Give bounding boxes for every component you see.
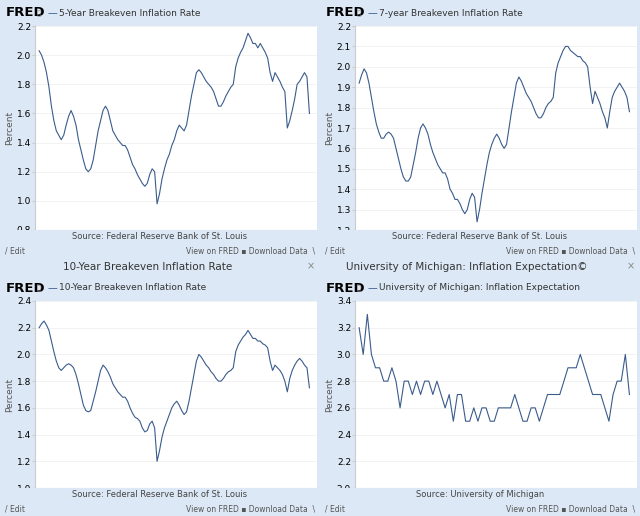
Text: / Edit: / Edit [325,247,345,255]
Text: FRED: FRED [6,7,45,20]
Text: 10-Year Breakeven Inflation Rate: 10-Year Breakeven Inflation Rate [60,283,207,293]
Text: Source: Federal Reserve Bank of St. Louis: Source: Federal Reserve Bank of St. Loui… [392,232,568,241]
Text: View on FRED ▪ Download Data  \: View on FRED ▪ Download Data \ [186,505,315,513]
Text: FRED: FRED [326,7,365,20]
Text: 📈: 📈 [37,10,41,17]
Text: FRED: FRED [6,282,45,295]
Text: View on FRED ▪ Download Data  \: View on FRED ▪ Download Data \ [506,505,636,513]
Text: 📈: 📈 [357,10,361,17]
Y-axis label: Percent: Percent [5,377,14,412]
Text: View on FRED ▪ Download Data  \: View on FRED ▪ Download Data \ [506,247,636,255]
Text: / Edit: / Edit [325,505,345,513]
Y-axis label: Percent: Percent [325,111,334,145]
Y-axis label: Percent: Percent [5,111,14,145]
Y-axis label: Percent: Percent [325,377,334,412]
Text: Source: Federal Reserve Bank of St. Louis: Source: Federal Reserve Bank of St. Loui… [72,490,248,499]
Text: —: — [367,283,377,293]
Text: University of Michigan: Inflation Expectation©: University of Michigan: Inflation Expect… [346,262,588,271]
Text: 5-Year Breakeven Inflation Rate: 5-Year Breakeven Inflation Rate [60,8,201,18]
Text: Source: Federal Reserve Bank of St. Louis: Source: Federal Reserve Bank of St. Loui… [72,232,248,241]
Text: ×: × [627,262,636,271]
Text: View on FRED ▪ Download Data  \: View on FRED ▪ Download Data \ [186,247,315,255]
Text: 📈: 📈 [357,285,361,292]
Text: —: — [47,8,57,18]
Text: 10-Year Breakeven Inflation Rate: 10-Year Breakeven Inflation Rate [63,262,232,271]
Text: University of Michigan: Inflation Expectation: University of Michigan: Inflation Expect… [379,283,580,293]
Text: 7-year Breakeven Inflation Rate: 7-year Breakeven Inflation Rate [379,8,523,18]
Text: FRED: FRED [326,282,365,295]
Text: —: — [47,283,57,293]
Text: 📈: 📈 [37,285,41,292]
Text: / Edit: / Edit [5,247,25,255]
Text: ×: × [307,262,315,271]
Text: —: — [367,8,377,18]
Text: / Edit: / Edit [5,505,25,513]
Text: Source: University of Michigan: Source: University of Michigan [416,490,544,499]
